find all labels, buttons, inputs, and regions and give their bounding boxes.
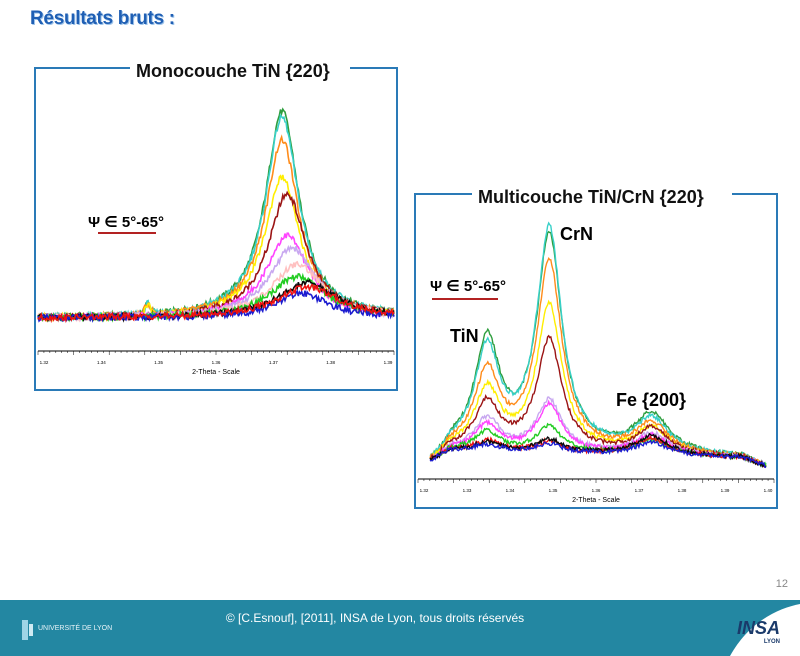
psi-annotation-multicouche: Ψ ∈ 5°-65°: [430, 278, 506, 295]
series-line: [429, 439, 767, 469]
peak-label-tin: TiN: [450, 326, 479, 346]
x-tick-label: 1.36: [212, 360, 221, 365]
series-line: [429, 299, 767, 467]
x-tick-label: 1.34: [97, 360, 106, 365]
x-tick-label: 1.38: [326, 360, 335, 365]
psi-annotation-monocouche: Ψ ∈ 5°-65°: [88, 214, 164, 231]
slide-title: Résultats bruts :: [30, 8, 175, 29]
universite-lyon-logo: UNIVERSITÉ DE LYON: [18, 614, 112, 644]
x-axis-label: 2-Theta - Scale: [572, 497, 620, 504]
chart-panel-multicouche: Multicouche TiN/CrN {220} 1.32 1.33 1.34 1.…: [414, 186, 778, 509]
x-tick-label: 1.39: [384, 360, 393, 365]
x-tick-label: 1.32: [40, 360, 49, 365]
x-tick-label: 1.38: [678, 488, 687, 493]
chart-title-text: Monocouche TiN {220}: [136, 61, 330, 81]
psi-underline-monocouche: [98, 232, 156, 234]
chart-title-multicouche: Multicouche TiN/CrN {220}: [472, 186, 732, 209]
psi-underline-multicouche: [432, 298, 498, 300]
insa-swoosh-icon: [730, 604, 800, 656]
x-tick-label: 1.37: [635, 488, 644, 493]
chart-title-text: Multicouche TiN/CrN {220}: [478, 187, 704, 207]
x-tick-label: 1.32: [420, 488, 429, 493]
x-tick-label: 1.35: [154, 360, 163, 365]
x-tick-label: 1.33: [463, 488, 472, 493]
page-number: 12: [775, 578, 788, 590]
x-axis-label: 2-Theta - Scale: [192, 369, 240, 376]
series-line: [37, 283, 395, 324]
series-line: [429, 221, 767, 467]
x-tick-label: 1.35: [549, 488, 558, 493]
x-tick-label: 1.36: [592, 488, 601, 493]
x-tick-label: 1.37: [269, 360, 278, 365]
series-line: [429, 257, 767, 468]
logo-left-text: UNIVERSITÉ DE LYON: [38, 625, 113, 632]
peak-label-crn: CrN: [560, 224, 594, 244]
chart-panel-monocouche: Monocouche TiN {220} 1.32 1.34 1.35 1.36 1.3…: [34, 60, 398, 391]
x-tick-label: 1.34: [506, 488, 515, 493]
chart-title-monocouche: Monocouche TiN {220}: [130, 60, 350, 83]
chart-multicouche-svg: 1.32 1.33 1.34 1.35 1.36 1.37 1.38 1.39 1.40 2-Th…: [417, 221, 775, 504]
chart-monocouche-svg: 1.32 1.34 1.35 1.36 1.37 1.38 1.39 2-Theta - Sc…: [37, 107, 395, 376]
insa-logo-background: [720, 600, 800, 656]
lyon-emblem-icon: [22, 620, 33, 640]
series-line: [429, 432, 767, 469]
insa-logo-sub: LYON: [763, 639, 780, 645]
peak-label-fe: Fe {200}: [616, 390, 687, 410]
footer-bar: UNIVERSITÉ DE LYON © [C.Esnouf], [2011],…: [0, 600, 800, 656]
insa-logo: INSA LYON: [737, 618, 780, 645]
x-tick-label: 1.39: [721, 488, 730, 493]
footer-copyright: © [C.Esnouf], [2011], INSA de Lyon, tous…: [225, 611, 525, 625]
insa-logo-text: INSA: [736, 618, 780, 638]
x-tick-label: 1.40: [764, 488, 773, 493]
